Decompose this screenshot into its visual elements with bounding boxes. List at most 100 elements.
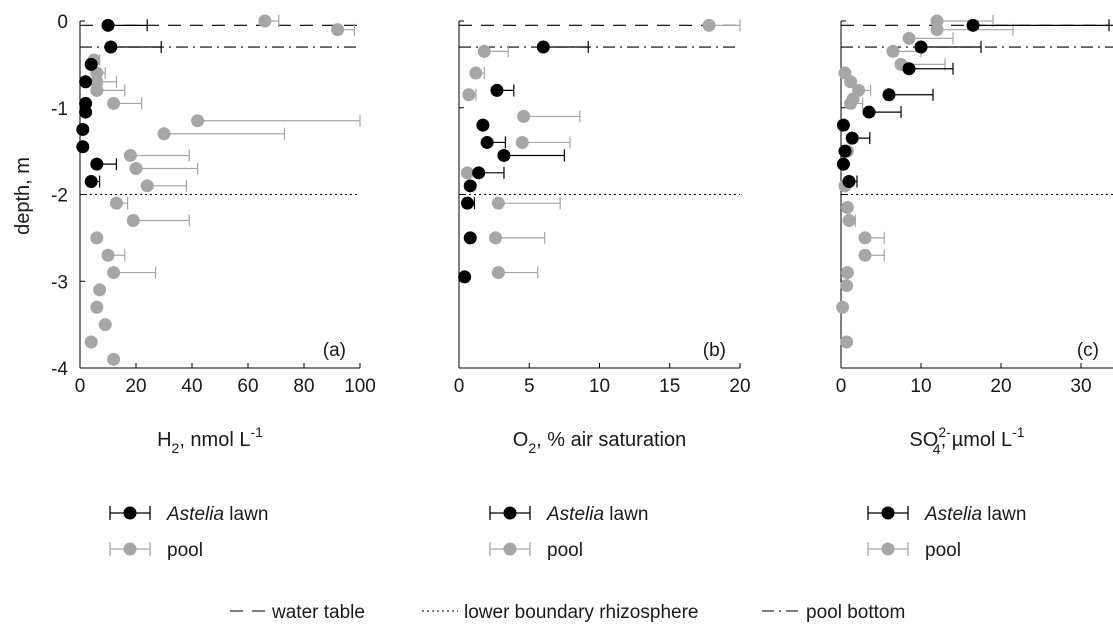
legend-label: Astelia lawn — [166, 504, 268, 525]
x-tick-label: 30 — [1070, 376, 1091, 397]
data-point — [858, 248, 872, 262]
legend-label: pool — [547, 540, 583, 561]
data-point — [536, 40, 550, 54]
data-point — [90, 83, 104, 97]
data-point — [463, 179, 477, 193]
panel-c: 0 10 20 30 (c) SO2-4, µmol L-1 Astelia lawn poo… — [836, 14, 1113, 561]
data-point — [491, 266, 505, 280]
data-point — [490, 83, 504, 97]
legend-label: pool — [925, 540, 961, 561]
x-tick-label: 5 — [524, 376, 535, 397]
legend-marker — [123, 506, 137, 520]
data-point — [862, 105, 876, 119]
legend: Astelia lawn pool — [867, 504, 1026, 561]
x-tick-label: 80 — [293, 376, 314, 397]
data-point — [477, 44, 491, 58]
legend: Astelia lawn pool — [109, 504, 268, 561]
series-astelia-lawn — [76, 18, 162, 188]
series-pool — [84, 14, 361, 366]
x-tick-label: 60 — [237, 376, 258, 397]
data-point — [101, 18, 115, 32]
data-point — [838, 144, 852, 158]
data-point — [497, 148, 511, 162]
data-point — [79, 105, 93, 119]
x-axis-label: O2, % air saturation — [513, 429, 686, 456]
panel-label: (a) — [323, 340, 346, 361]
data-point — [107, 352, 121, 366]
data-point — [76, 122, 90, 136]
x-tick-label: 10 — [910, 376, 931, 397]
y-tick-label: -1 — [51, 99, 68, 120]
data-point — [517, 109, 531, 123]
data-point — [836, 157, 850, 171]
data-point — [258, 14, 272, 28]
x-tick-label: 15 — [659, 376, 680, 397]
data-point — [140, 179, 154, 193]
data-point — [107, 96, 121, 110]
data-point — [902, 62, 916, 76]
x-tick-label: 100 — [344, 376, 376, 397]
data-point — [930, 23, 944, 37]
data-point — [463, 231, 477, 245]
data-point — [458, 270, 472, 284]
data-point — [101, 248, 115, 262]
data-point — [842, 214, 856, 228]
data-point — [840, 279, 854, 293]
data-point — [840, 201, 854, 215]
series-astelia-lawn — [458, 40, 589, 284]
data-point — [836, 300, 850, 314]
data-point — [84, 335, 98, 349]
data-point — [104, 40, 118, 54]
data-point — [491, 196, 505, 210]
data-point — [489, 231, 503, 245]
data-point — [840, 335, 854, 349]
y-tick-label: 0 — [57, 12, 68, 33]
data-point — [836, 118, 850, 132]
legend-marker — [123, 542, 137, 556]
data-point — [126, 214, 140, 228]
bottom-legend: water table lower boundary rhizosphere poo… — [230, 602, 905, 623]
y-tick-label: -3 — [51, 272, 68, 293]
data-point — [460, 166, 474, 180]
panel-a: 0 20 40 60 80 100 0 -1 -2 -3 -4 (a) H2, nmol L-1 Aste… — [51, 12, 376, 561]
data-point — [93, 283, 107, 297]
x-axis-label: H2, nmol L-1 — [157, 424, 263, 456]
y-tick-label: -4 — [51, 359, 68, 380]
data-point — [84, 57, 98, 71]
data-point — [844, 96, 858, 110]
x-tick-label: 40 — [181, 376, 202, 397]
data-point — [79, 75, 93, 89]
data-point — [98, 318, 112, 332]
x-tick-label: 20 — [125, 376, 146, 397]
data-point — [109, 196, 123, 210]
data-point — [472, 166, 486, 180]
legend-label-pool-bottom: pool bottom — [806, 602, 905, 623]
legend: Astelia lawn pool — [489, 504, 648, 561]
legend-label-water-table: water table — [271, 602, 365, 623]
data-point — [844, 75, 858, 89]
legend-label: pool — [167, 540, 203, 561]
x-tick-label: 0 — [836, 376, 847, 397]
data-point — [882, 88, 896, 102]
x-tick-label: 0 — [454, 376, 465, 397]
legend-label-rhizosphere: lower boundary rhizosphere — [464, 602, 698, 623]
legend-marker — [503, 506, 517, 520]
series-pool — [460, 18, 741, 280]
data-point — [480, 135, 494, 149]
x-tick-label: 20 — [729, 376, 750, 397]
data-point — [515, 135, 529, 149]
legend-label: Astelia lawn — [546, 504, 648, 525]
data-point — [90, 157, 104, 171]
data-point — [845, 131, 859, 145]
data-point — [123, 148, 137, 162]
data-point — [469, 66, 483, 80]
x-tick-label: 0 — [75, 376, 86, 397]
x-tick-label: 10 — [589, 376, 610, 397]
legend-marker — [881, 542, 895, 556]
data-point — [157, 127, 171, 141]
data-point — [842, 174, 856, 188]
data-point — [476, 118, 490, 132]
data-point — [886, 44, 900, 58]
